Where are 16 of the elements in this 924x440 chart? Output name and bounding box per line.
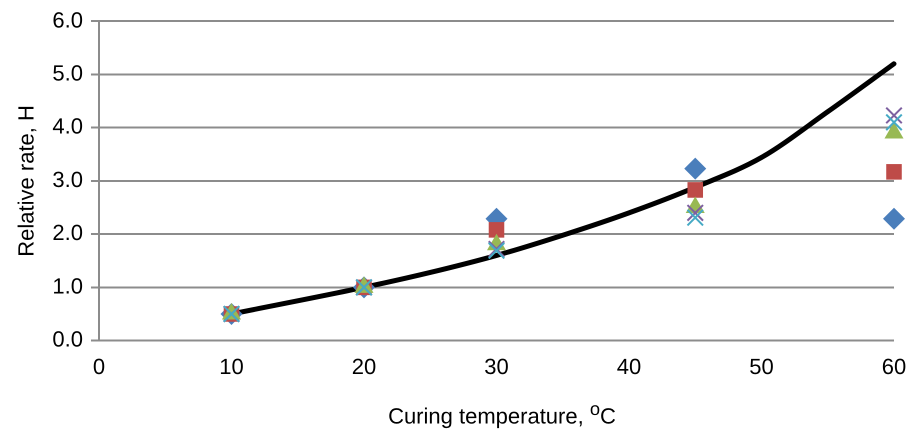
x-tick-label: 50 <box>749 354 774 379</box>
y-tick-label: 6.0 <box>52 7 83 32</box>
y-tick-label: 2.0 <box>52 220 83 246</box>
x-tick-label: 40 <box>616 354 642 379</box>
x-tick-label: 0 <box>92 354 106 379</box>
x-tick-label: 10 <box>219 354 244 379</box>
y-tick-label: 0.0 <box>52 326 83 352</box>
y-tick-label: 4.0 <box>52 114 83 139</box>
x-tick-label: 20 <box>352 354 376 379</box>
x-tick-label: 30 <box>484 354 509 379</box>
y-tick-label: 3.0 <box>52 166 83 192</box>
x-tick-label: 60 <box>882 354 906 379</box>
x-axis-title: Curing temperature, $^{o}$C <box>387 398 617 430</box>
y-tick-label: 1.0 <box>52 273 83 298</box>
y-tick-label: 5.0 <box>52 60 83 86</box>
y-axis-title: Relative rate, H <box>13 105 38 257</box>
